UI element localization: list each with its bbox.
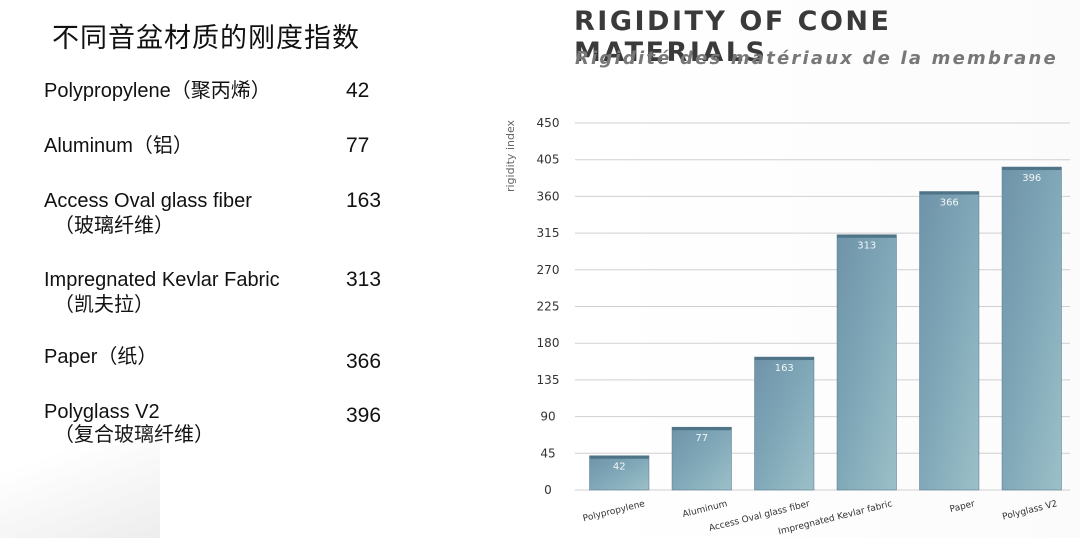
bar-top-edge [672,427,732,431]
material-name: Polyglass V2 [44,401,160,423]
decorative-shade [0,420,160,538]
bar-top-edge [837,234,897,238]
x-tick-label: Polyglass V2 [1001,499,1058,522]
chart-subtitle: Rigidité des matériaux de la membrane [575,48,1058,69]
material-name: Aluminum（铝） [44,135,193,157]
x-tick-label: Polypropylene [582,499,646,524]
bar [1001,166,1062,491]
material-name: Impregnated Kevlar Fabric [44,269,280,291]
data-label: 396 [1022,173,1041,184]
y-tick-label: 405 [537,153,560,167]
material-value: 396 [346,404,382,427]
material-value: 163 [346,189,382,212]
material-value: 313 [346,268,382,291]
material-value: 366 [346,350,382,373]
y-axis-label: rigidity index [504,119,517,192]
bar [754,356,815,491]
data-label: 163 [775,363,794,374]
page-title: 不同音盆材质的刚度指数 [52,23,360,54]
material-name: Paper（纸） [44,346,158,368]
bar [836,234,897,491]
y-tick-label: 225 [537,300,560,314]
bar [671,426,732,491]
y-tick-label: 90 [540,410,555,424]
material-chinese-name: （凯夫拉） [54,292,154,316]
chart-title: RIGIDITY OF CONE MATERIALS [574,6,892,68]
material-value: 42 [346,79,370,102]
material-value: 77 [346,134,370,157]
material-name: Access Oval glass fiber [44,190,252,212]
y-tick-label: 450 [537,116,560,130]
material-chinese-name: （玻璃纤维） [54,213,174,237]
y-tick-label: 360 [537,189,560,203]
bar [919,191,980,491]
x-tick-label: Aluminum [682,499,729,520]
y-tick-label: 135 [537,373,560,387]
y-tick-label: 180 [537,336,560,350]
bar-top-edge [589,455,649,459]
bar [589,455,650,491]
bar-top-edge [754,357,814,361]
y-tick-label: 315 [537,226,560,240]
bar-top-edge [1002,167,1062,171]
bar-top-edge [919,191,979,195]
data-label: 77 [695,433,708,444]
y-tick-label: 0 [544,483,552,497]
material-name: Polypropylene（聚丙烯） [44,80,271,102]
rigidity-bar-chart: rigidity index 0 45 90 135 180 225 270 315 360 405… [504,116,1070,537]
data-label: 313 [857,241,876,252]
data-label: 42 [613,462,626,473]
x-tick-label: Paper [949,499,976,515]
y-tick-label: 270 [537,263,560,277]
data-label: 366 [940,198,959,209]
y-tick-label: 45 [540,446,555,460]
